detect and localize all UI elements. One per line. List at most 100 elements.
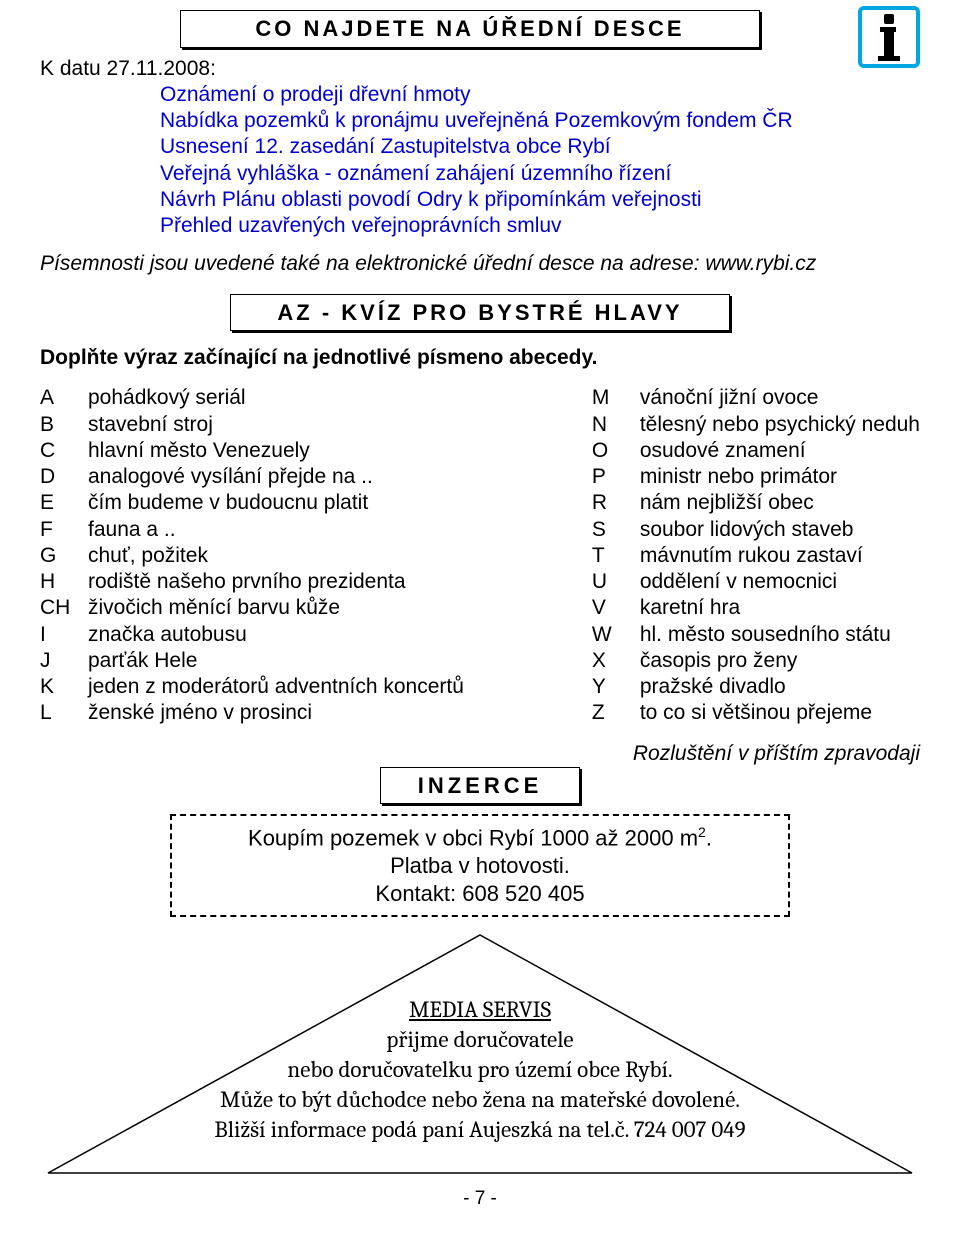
quiz-letter: C (40, 438, 88, 464)
quiz-row: Bstavební stroj (40, 412, 464, 438)
quiz-row: Pministr nebo primátor (592, 464, 920, 490)
page-number: - 7 - (40, 1187, 920, 1211)
quiz-clue: pohádkový seriál (88, 385, 246, 411)
quiz-column-left: Apohádkový seriálBstavební strojChlavní … (40, 385, 464, 726)
quiz-clue: to co si většinou přejeme (640, 700, 872, 726)
quiz-row: Zto co si většinou přejeme (592, 700, 920, 726)
quiz-row: Xčasopis pro ženy (592, 648, 920, 674)
quiz-prompt: Doplňte výraz začínající na jednotlivé p… (40, 345, 920, 371)
quiz-row: Mvánoční jižní ovoce (592, 385, 920, 411)
quiz-clue: mávnutím rukou zastaví (640, 543, 863, 569)
ad-sup: 2 (698, 824, 706, 840)
quiz-row: Chlavní město Venezuely (40, 438, 464, 464)
notice-item: Návrh Plánu oblasti povodí Odry k připom… (160, 187, 920, 213)
quiz-letter: N (592, 412, 640, 438)
section-title-quiz: AZ - KVÍZ PRO BYSTRÉ HLAVY (230, 294, 730, 332)
quiz-letter: H (40, 569, 88, 595)
quiz-row: Jparťák Hele (40, 648, 464, 674)
quiz-clue: osudové znamení (640, 438, 806, 464)
ad-line2: Platba v hotovosti. (182, 852, 778, 880)
notice-item: Usnesení 12. zasedání Zastupitelstva obc… (160, 134, 920, 160)
quiz-letter: W (592, 622, 640, 648)
quiz-letter: S (592, 517, 640, 543)
quiz-clue: živočich měnící barvu kůže (88, 595, 340, 621)
quiz-clue: oddělení v nemocnici (640, 569, 837, 595)
quiz-row: Iznačka autobusu (40, 622, 464, 648)
quiz-clue: stavební stroj (88, 412, 213, 438)
quiz-clue: soubor lidových staveb (640, 517, 854, 543)
quiz-letter: O (592, 438, 640, 464)
quiz-row: Vkaretní hra (592, 595, 920, 621)
quiz-note: Rozluštění v příštím zpravodaji (40, 741, 920, 767)
notice-item: Přehled uzavřených veřejnoprávních smluv (160, 213, 920, 239)
quiz-clue: analogové vysílání přejde na .. (88, 464, 373, 490)
quiz-clue: parťák Hele (88, 648, 197, 674)
media-line1: přijme doručovatele (40, 1025, 920, 1055)
quiz-clue: hl. město sousedního státu (640, 622, 891, 648)
quiz-clue: ženské jméno v prosinci (88, 700, 312, 726)
quiz-row: Gchuť, požitek (40, 543, 464, 569)
quiz-clue: tělesný nebo psychický neduh (640, 412, 920, 438)
quiz-clue: jeden z moderátorů adventních koncertů (88, 674, 464, 700)
quiz-letter: A (40, 385, 88, 411)
quiz-row: Whl. město sousedního státu (592, 622, 920, 648)
quiz-letter: CH (40, 595, 88, 621)
ad-box: Koupím pozemek v obci Rybí 1000 až 2000 … (170, 814, 790, 917)
quiz-row: Ečím budeme v budoucnu platit (40, 490, 464, 516)
quiz-letter: J (40, 648, 88, 674)
quiz-clue: čím budeme v budoucnu platit (88, 490, 368, 516)
quiz-letter: G (40, 543, 88, 569)
quiz-letter: D (40, 464, 88, 490)
quiz-clue: chuť, požitek (88, 543, 208, 569)
quiz-clue: karetní hra (640, 595, 740, 621)
quiz-clue: hlavní město Venezuely (88, 438, 310, 464)
section-title-ads: INZERCE (380, 767, 580, 805)
quiz-letter: V (592, 595, 640, 621)
quiz-row: Danalogové vysílání přejde na .. (40, 464, 464, 490)
quiz-row: Hrodiště našeho prvního prezidenta (40, 569, 464, 595)
triangle-ad: MEDIA SERVIS přijme doručovatele nebo do… (40, 929, 920, 1179)
quiz-row: Tmávnutím rukou zastaví (592, 543, 920, 569)
ad-line1b: . (706, 826, 712, 851)
notice-list: Oznámení o prodeji dřevní hmotyNabídka p… (160, 82, 920, 240)
ad-line3: Kontakt: 608 520 405 (182, 880, 778, 908)
quiz-row: Lženské jméno v prosinci (40, 700, 464, 726)
quiz-clue: rodiště našeho prvního prezidenta (88, 569, 406, 595)
quiz-row: Uoddělení v nemocnici (592, 569, 920, 595)
notice-footnote: Písemnosti jsou uvedené také na elektron… (40, 251, 920, 277)
quiz-letter: K (40, 674, 88, 700)
quiz-clue: ministr nebo primátor (640, 464, 837, 490)
quiz-row: Kjeden z moderátorů adventních koncertů (40, 674, 464, 700)
quiz-clue: časopis pro ženy (640, 648, 798, 674)
quiz-letter: L (40, 700, 88, 726)
notice-item: Nabídka pozemků k pronájmu uveřejněná Po… (160, 108, 920, 134)
quiz-letter: T (592, 543, 640, 569)
date-line: K datu 27.11.2008: (40, 56, 920, 82)
quiz-letter: E (40, 490, 88, 516)
quiz-letter: Y (592, 674, 640, 700)
quiz-clue: pražské divadlo (640, 674, 786, 700)
info-icon (858, 6, 920, 68)
quiz-clue: nám nejbližší obec (640, 490, 814, 516)
quiz-letter: F (40, 517, 88, 543)
quiz-clue: fauna a .. (88, 517, 176, 543)
ad-line1a: Koupím pozemek v obci Rybí 1000 až 2000 … (248, 826, 698, 851)
quiz-letter: M (592, 385, 640, 411)
quiz-letter: Z (592, 700, 640, 726)
quiz-letter: R (592, 490, 640, 516)
quiz-clue: vánoční jižní ovoce (640, 385, 819, 411)
media-line3: Může to být důchodce nebo žena na mateřs… (40, 1085, 920, 1115)
quiz-letter: P (592, 464, 640, 490)
media-line4: Bližší informace podá paní Aujeszká na t… (40, 1115, 920, 1145)
media-line2: nebo doručovatelku pro území obce Rybí. (40, 1055, 920, 1085)
notice-item: Veřejná vyhláška - oznámení zahájení úze… (160, 161, 920, 187)
quiz-row: Ssoubor lidových staveb (592, 517, 920, 543)
quiz-clue: značka autobusu (88, 622, 247, 648)
quiz-row: Ffauna a .. (40, 517, 464, 543)
quiz-row: Apohádkový seriál (40, 385, 464, 411)
quiz-row: Ypražské divadlo (592, 674, 920, 700)
notice-item: Oznámení o prodeji dřevní hmoty (160, 82, 920, 108)
quiz-row: CHživočich měnící barvu kůže (40, 595, 464, 621)
quiz-column-right: Mvánoční jižní ovoceNtělesný nebo psychi… (592, 385, 920, 726)
quiz-letter: B (40, 412, 88, 438)
